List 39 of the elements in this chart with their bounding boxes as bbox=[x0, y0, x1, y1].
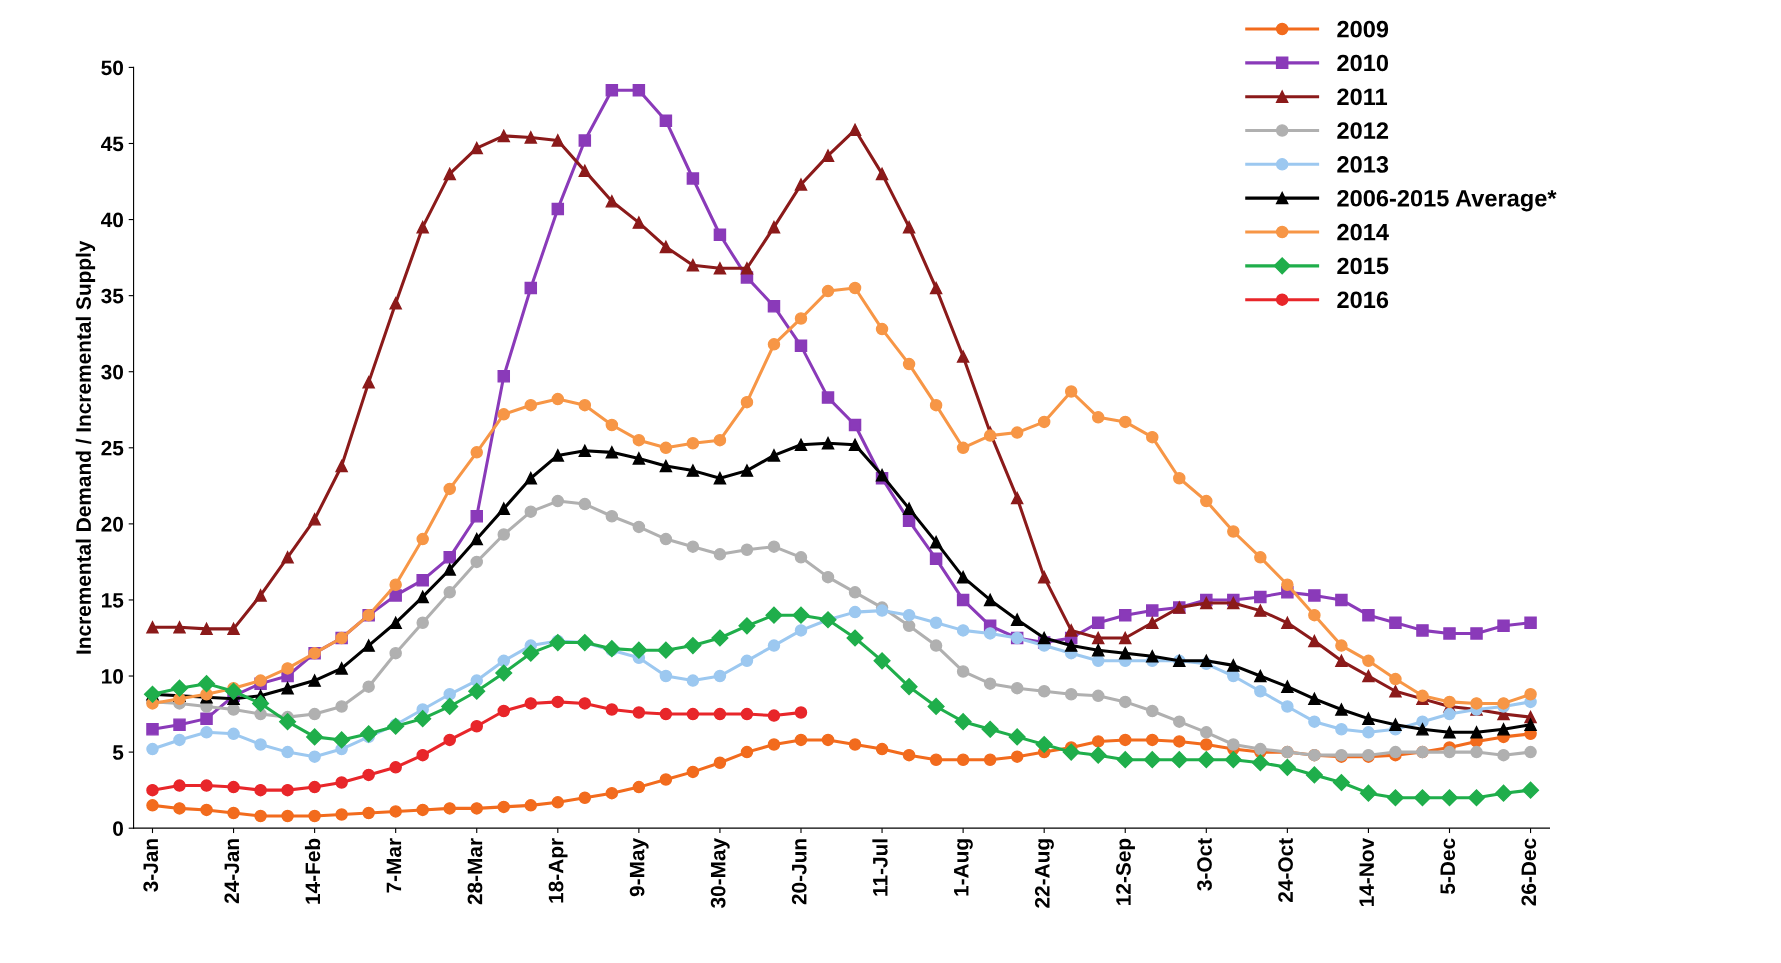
x-tick-label: 1-Aug bbox=[954, 839, 973, 896]
x-tick-label: 30-May bbox=[710, 838, 730, 909]
legend-label: 2012 bbox=[1337, 122, 1389, 139]
x-tick-label: 24-Jan bbox=[224, 839, 240, 904]
y-tick-label: 25 bbox=[101, 440, 124, 456]
y-tick-label: 15 bbox=[101, 593, 124, 608]
legend-label: 2006-2015 Average* bbox=[1337, 189, 1557, 212]
y-tick-label: 20 bbox=[101, 516, 123, 532]
y-tick-label: 10 bbox=[101, 669, 123, 684]
x-tick-label: 14-Feb bbox=[304, 838, 321, 904]
y-tick-label: 5 bbox=[112, 745, 124, 760]
x-tick-label: 11-Jul bbox=[872, 839, 888, 896]
legend-label: 2013 bbox=[1337, 156, 1389, 173]
x-tick-label: 12-Sep bbox=[1116, 838, 1135, 905]
legend-label: 2015 bbox=[1337, 257, 1389, 275]
x-tick-label: 22-Aug bbox=[1034, 839, 1054, 908]
x-tick-label: 7-Mar bbox=[386, 838, 402, 893]
legend-label: 2010 bbox=[1337, 54, 1389, 72]
legend-label: 2011 bbox=[1337, 88, 1388, 106]
x-tick-label: 18-Apr bbox=[548, 838, 568, 903]
x-tick-label: 3-Jan bbox=[143, 839, 159, 892]
x-tick-label: 14-Nov bbox=[1359, 837, 1375, 907]
y-tick-label: 35 bbox=[101, 288, 124, 304]
x-tick-label: 9-May bbox=[629, 838, 649, 897]
legend-label: 2009 bbox=[1337, 20, 1389, 38]
legend-label: 2014 bbox=[1337, 223, 1389, 241]
y-tick-label: 40 bbox=[101, 212, 123, 228]
x-tick-label: 28-Mar bbox=[467, 838, 483, 905]
y-axis-title: Incremental Demand / Incremental Supply bbox=[75, 240, 96, 654]
x-tick-label: 3-Oct bbox=[1197, 838, 1212, 891]
x-tick-label: 26-Dec bbox=[1521, 838, 1537, 906]
x-tick-label: 20-Jun bbox=[791, 839, 807, 905]
y-tick-label: 45 bbox=[101, 136, 124, 152]
y-tick-label: 30 bbox=[101, 364, 123, 380]
y-tick-label: 0 bbox=[113, 821, 123, 836]
x-tick-label: 5-Dec bbox=[1440, 838, 1456, 894]
x-tick-label: 24-Oct bbox=[1278, 838, 1293, 903]
legend-label: 2016 bbox=[1337, 291, 1389, 309]
y-tick-label: 50 bbox=[101, 60, 123, 76]
